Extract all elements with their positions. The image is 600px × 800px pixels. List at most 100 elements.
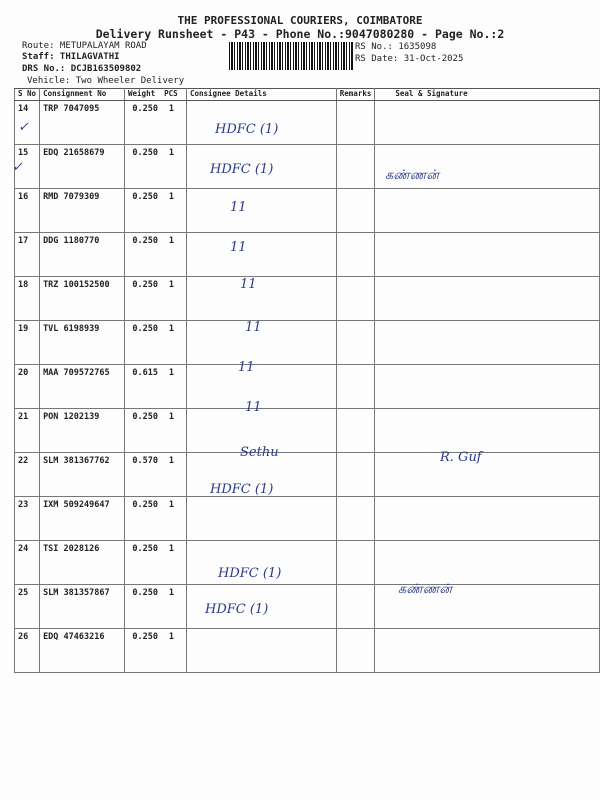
remarks [335, 144, 376, 189]
weight-pcs: 0.250 1 [124, 144, 187, 189]
pcs: 1 [168, 280, 175, 290]
consignment-no: SLM 381367762 [39, 452, 126, 497]
consignment-no: IXM 509249647 [39, 496, 126, 541]
remarks [335, 276, 376, 321]
check-mark-icon: ✓ [12, 160, 23, 175]
consignment-no: RMD 7079309 [39, 188, 126, 233]
weight: 0.250 [132, 324, 159, 334]
remarks [335, 232, 376, 277]
remarks [335, 496, 376, 541]
weight: 0.250 [132, 412, 159, 422]
weight: 0.250 [132, 588, 159, 598]
weight: 0.250 [132, 148, 159, 158]
consignee-details [185, 408, 337, 453]
sno: 14 [13, 100, 41, 145]
seal-signature [374, 320, 600, 365]
consignee-details [185, 540, 337, 585]
consignment-no: EDQ 21658679 [39, 144, 126, 189]
table-row: 19 TVL 6198939 0.250 1 [13, 320, 600, 365]
weight-pcs: 0.250 1 [124, 276, 187, 321]
consignment-no: PON 1202139 [39, 408, 126, 453]
table-header: S No Consignment No Weight PCS Consignee… [13, 88, 600, 101]
sno: 26 [13, 628, 41, 673]
route: Route: METUPALAYAM ROAD [22, 41, 147, 51]
weight: 0.570 [132, 456, 159, 466]
handwritten-note: கண்ணன் [385, 168, 440, 183]
consignment-no: SLM 381357867 [39, 584, 126, 629]
weight: 0.250 [132, 236, 159, 246]
handwritten-note: R. Guf [440, 450, 482, 465]
runsheet-table: S No Consignment No Weight PCS Consignee… [13, 88, 600, 673]
table-row: 21 PON 1202139 0.250 1 [13, 408, 600, 453]
table-row: 18 TRZ 100152500 0.250 1 [13, 276, 600, 321]
pcs: 1 [168, 544, 175, 554]
weight-pcs: 0.250 1 [124, 496, 187, 541]
col-consignment: Consignment No [39, 88, 126, 101]
seal-signature [374, 628, 600, 673]
seal-signature [374, 232, 600, 277]
pcs: 1 [168, 192, 175, 202]
weight: 0.250 [132, 500, 159, 510]
sno: 20 [13, 364, 41, 409]
rs-number: RS No.: 1635098 [355, 42, 437, 52]
consignee-details [185, 188, 337, 233]
check-mark-icon: ✓ [18, 120, 29, 135]
handwritten-note: 11 [240, 277, 257, 292]
weight-pcs: 0.250 1 [124, 320, 187, 365]
handwritten-note: HDFC (1) [205, 602, 269, 617]
col-sno: S No [13, 88, 41, 101]
handwritten-note: கண்ணன் [398, 582, 453, 597]
col-pcs: PCS [164, 89, 178, 98]
pcs: 1 [168, 500, 175, 510]
remarks [335, 408, 376, 453]
handwritten-note: HDFC (1) [210, 482, 274, 497]
weight: 0.615 [132, 368, 159, 378]
remarks [335, 320, 376, 365]
company-name: THE PROFESSIONAL COURIERS, COIMBATORE [177, 14, 423, 27]
pcs: 1 [168, 324, 175, 334]
table-row: 20 MAA 709572765 0.615 1 [13, 364, 600, 409]
consignment-no: TVL 6198939 [39, 320, 126, 365]
weight-pcs: 0.615 1 [124, 364, 187, 409]
remarks [335, 540, 376, 585]
remarks [335, 628, 376, 673]
drs-number: DRS No.: DCJB163509802 [22, 64, 142, 74]
weight-pcs: 0.250 1 [124, 628, 187, 673]
pcs: 1 [168, 104, 175, 114]
consignment-no: EDQ 47463216 [39, 628, 126, 673]
table-row: 23 IXM 509249647 0.250 1 [13, 496, 600, 541]
sno: 18 [13, 276, 41, 321]
consignment-no: DDG 1180770 [39, 232, 126, 277]
consignee-details [185, 364, 337, 409]
consignment-no: TRZ 100152500 [39, 276, 126, 321]
handwritten-note: HDFC (1) [210, 162, 274, 177]
handwritten-note: HDFC (1) [215, 122, 279, 137]
staff: Staff: THILAGVATHI [22, 52, 120, 62]
consignee-details [185, 276, 337, 321]
weight-pcs: 0.250 1 [124, 540, 187, 585]
seal-signature [374, 408, 600, 453]
handwritten-note: 11 [230, 240, 247, 255]
consignment-no: TSI 2028126 [39, 540, 126, 585]
seal-signature [374, 100, 600, 145]
barcode [229, 42, 353, 70]
consignee-details [185, 144, 337, 189]
weight: 0.250 [132, 192, 159, 202]
table-row: 16 RMD 7079309 0.250 1 [13, 188, 600, 233]
pcs: 1 [168, 236, 175, 246]
remarks [335, 452, 376, 497]
col-consignee: Consignee Details [185, 88, 337, 101]
handwritten-note: 11 [230, 200, 247, 215]
seal-signature [374, 452, 600, 497]
table-row: 24 TSI 2028126 0.250 1 [13, 540, 600, 585]
col-weight: Weight [128, 89, 156, 98]
sno: 15 [13, 144, 41, 189]
remarks [335, 188, 376, 233]
consignee-details [185, 628, 337, 673]
consignment-no: MAA 709572765 [39, 364, 126, 409]
table-row: 26 EDQ 47463216 0.250 1 [13, 628, 600, 673]
sno: 16 [13, 188, 41, 233]
table-row: 14 TRP 7047095 0.250 1 [13, 100, 600, 145]
consignee-details [185, 232, 337, 277]
table-row: 17 DDG 1180770 0.250 1 [13, 232, 600, 277]
